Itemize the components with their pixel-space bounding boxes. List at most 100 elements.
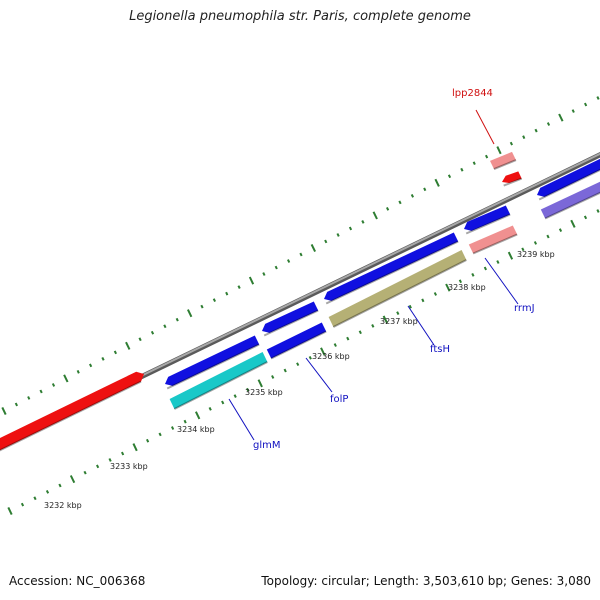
tick-mark bbox=[385, 206, 390, 211]
cds-folP-shade bbox=[270, 330, 327, 360]
tick-mark bbox=[361, 220, 365, 224]
tick-mark bbox=[233, 394, 237, 398]
tick-mark bbox=[138, 337, 142, 342]
tick-mark bbox=[596, 96, 600, 100]
gene-labels: lpp2844 rrmJ ftsH folP glmM bbox=[253, 88, 535, 451]
tick-mark bbox=[509, 141, 514, 146]
tick-mark bbox=[458, 279, 463, 284]
tick-mark bbox=[299, 252, 303, 257]
gene-label-rrmJ: rrmJ bbox=[514, 303, 535, 314]
gene-features bbox=[0, 151, 600, 452]
map-title: Legionella pneumophila str. Paris, compl… bbox=[129, 9, 471, 24]
tick-mark bbox=[310, 243, 316, 253]
tick-mark bbox=[372, 211, 378, 220]
tick-mark bbox=[484, 154, 489, 159]
tick-mark bbox=[346, 336, 350, 341]
cds-purple-shade bbox=[544, 191, 600, 220]
rrna-lpp2844 bbox=[490, 151, 516, 170]
tick-mark bbox=[571, 109, 575, 113]
callout-rrmJ bbox=[484, 257, 519, 305]
inner-tick-row bbox=[7, 209, 600, 516]
tick-mark bbox=[1, 406, 7, 416]
tick-mark bbox=[271, 375, 275, 379]
tick-mark bbox=[163, 324, 167, 329]
tick-mark bbox=[14, 402, 19, 407]
gene-label-lpp2844: lpp2844 bbox=[452, 88, 493, 99]
tick-mark bbox=[150, 330, 155, 335]
tick-mark bbox=[33, 496, 37, 501]
tick-mark bbox=[348, 226, 353, 231]
rrna-lpp2844-shade bbox=[493, 159, 517, 171]
rrna-rrmJ bbox=[468, 225, 518, 254]
callout-lpp2844 bbox=[475, 109, 495, 145]
cds-forward-e bbox=[537, 158, 600, 197]
cds-folP bbox=[266, 322, 327, 359]
scale-label: 3232 kbp bbox=[44, 501, 82, 510]
tick-mark bbox=[533, 241, 538, 245]
cds-forward-d bbox=[464, 205, 511, 231]
gene-label-folP: folP bbox=[330, 394, 348, 405]
scale-label: 3239 kbp bbox=[517, 250, 555, 259]
scale-label: 3236 kbp bbox=[312, 352, 350, 361]
tick-mark bbox=[101, 356, 105, 361]
tick-mark bbox=[558, 228, 563, 233]
cds-glmM-shade bbox=[173, 361, 268, 410]
tick-mark bbox=[83, 470, 87, 475]
cds-forward-c bbox=[324, 232, 459, 301]
cds-red-outer-shade bbox=[0, 380, 142, 452]
outer-tick-row bbox=[1, 96, 600, 416]
tick-mark bbox=[274, 265, 278, 270]
gene-label-ftsH: ftsH bbox=[430, 344, 450, 355]
tick-mark bbox=[445, 283, 451, 292]
accession-text: Accession: NC_006368 bbox=[9, 574, 146, 588]
tick-mark bbox=[221, 400, 225, 405]
tick-mark bbox=[496, 146, 502, 155]
tick-mark bbox=[283, 368, 287, 373]
tick-mark bbox=[237, 285, 241, 289]
tick-mark bbox=[472, 161, 476, 166]
cds-forward-a-shade bbox=[166, 343, 260, 390]
tick-mark bbox=[460, 167, 464, 172]
gene-label-glmM: glmM bbox=[253, 440, 281, 451]
cds-lpp2844-shade bbox=[503, 177, 523, 187]
scale-label: 3233 kbp bbox=[110, 462, 148, 471]
tick-mark bbox=[63, 374, 69, 383]
tick-mark bbox=[27, 396, 31, 400]
callout-glmM bbox=[228, 398, 255, 441]
tick-mark bbox=[433, 292, 438, 296]
tick-mark bbox=[382, 315, 388, 324]
tick-mark bbox=[507, 251, 514, 260]
callout-folP bbox=[305, 357, 333, 393]
tick-mark bbox=[69, 475, 76, 484]
tick-mark bbox=[421, 298, 425, 303]
tick-mark bbox=[570, 219, 576, 228]
tick-mark bbox=[45, 489, 50, 494]
topology-text: Topology: circular; Length: 3,503,610 bp… bbox=[261, 574, 591, 588]
tick-mark bbox=[20, 502, 25, 507]
tick-mark bbox=[408, 304, 412, 309]
tick-mark bbox=[521, 247, 525, 252]
tick-mark bbox=[183, 419, 187, 424]
tick-mark bbox=[447, 174, 452, 179]
cds-purple bbox=[540, 181, 600, 219]
tick-mark bbox=[113, 350, 118, 355]
tick-mark bbox=[434, 178, 440, 187]
tick-mark bbox=[88, 363, 93, 368]
tick-mark bbox=[546, 234, 550, 239]
tick-mark bbox=[158, 432, 162, 437]
scale-label: 3235 kbp bbox=[245, 388, 283, 397]
tick-mark bbox=[58, 483, 62, 488]
cds-glmM bbox=[169, 352, 268, 409]
tick-mark bbox=[496, 260, 500, 264]
tick-mark bbox=[398, 200, 402, 205]
tick-mark bbox=[558, 113, 564, 122]
cds-forward-a bbox=[165, 335, 260, 386]
rrna-rrmJ-shade bbox=[472, 233, 518, 255]
cds-forward-c-shade bbox=[325, 240, 459, 305]
tick-mark bbox=[170, 426, 175, 430]
tick-mark bbox=[546, 122, 551, 126]
tick-mark bbox=[120, 451, 125, 456]
tick-mark bbox=[257, 379, 263, 388]
tick-mark bbox=[371, 324, 375, 328]
